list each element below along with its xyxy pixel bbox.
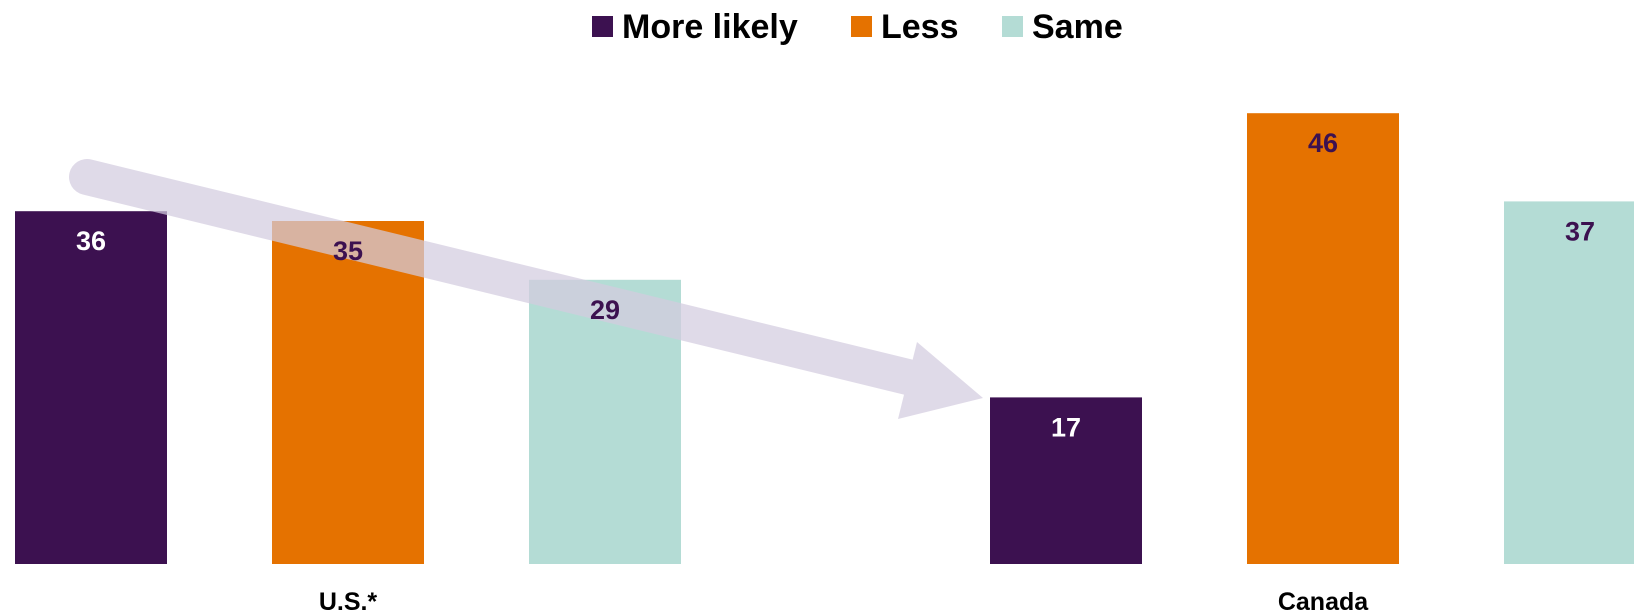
- trend-arrow: [69, 159, 983, 419]
- category-labels-layer: U.S.* Canada: [319, 588, 1369, 616]
- bar-u-s-more-likely: [15, 211, 167, 564]
- bar-canada-more-likely: [990, 397, 1142, 564]
- legend-item-same: Same: [1002, 8, 1123, 46]
- legend-label-less: Less: [881, 8, 959, 46]
- value-label-u-s-same: 29: [590, 295, 620, 325]
- legend-swatch-same: [1002, 16, 1023, 37]
- bar-canada-same: [1504, 201, 1634, 564]
- trend-arrow-shaft: [69, 159, 938, 398]
- category-label-u-s: U.S.*: [319, 588, 378, 616]
- value-label-canada-same: 37: [1565, 216, 1595, 246]
- trend-arrow-head: [898, 342, 983, 419]
- legend: More likely Less Same: [592, 8, 1123, 46]
- legend-swatch-less: [851, 16, 872, 37]
- value-labels-layer: 36 35 29 17 46 37: [76, 128, 1595, 442]
- bar-canada-less: [1247, 113, 1399, 564]
- value-label-canada-more-likely: 17: [1051, 412, 1081, 442]
- category-label-canada: Canada: [1278, 588, 1369, 616]
- value-label-u-s-less: 35: [333, 236, 363, 266]
- value-label-canada-less: 46: [1308, 128, 1338, 158]
- bar-u-s-less: [272, 221, 424, 564]
- legend-label-more-likely: More likely: [622, 8, 798, 46]
- legend-swatch-more-likely: [592, 16, 613, 37]
- bars-layer: [15, 113, 1634, 564]
- legend-item-more-likely: More likely: [592, 8, 798, 46]
- legend-label-same: Same: [1032, 8, 1123, 46]
- legend-item-less: Less: [851, 8, 959, 46]
- trend-arrow-layer: [69, 159, 983, 419]
- value-label-u-s-more-likely: 36: [76, 226, 106, 256]
